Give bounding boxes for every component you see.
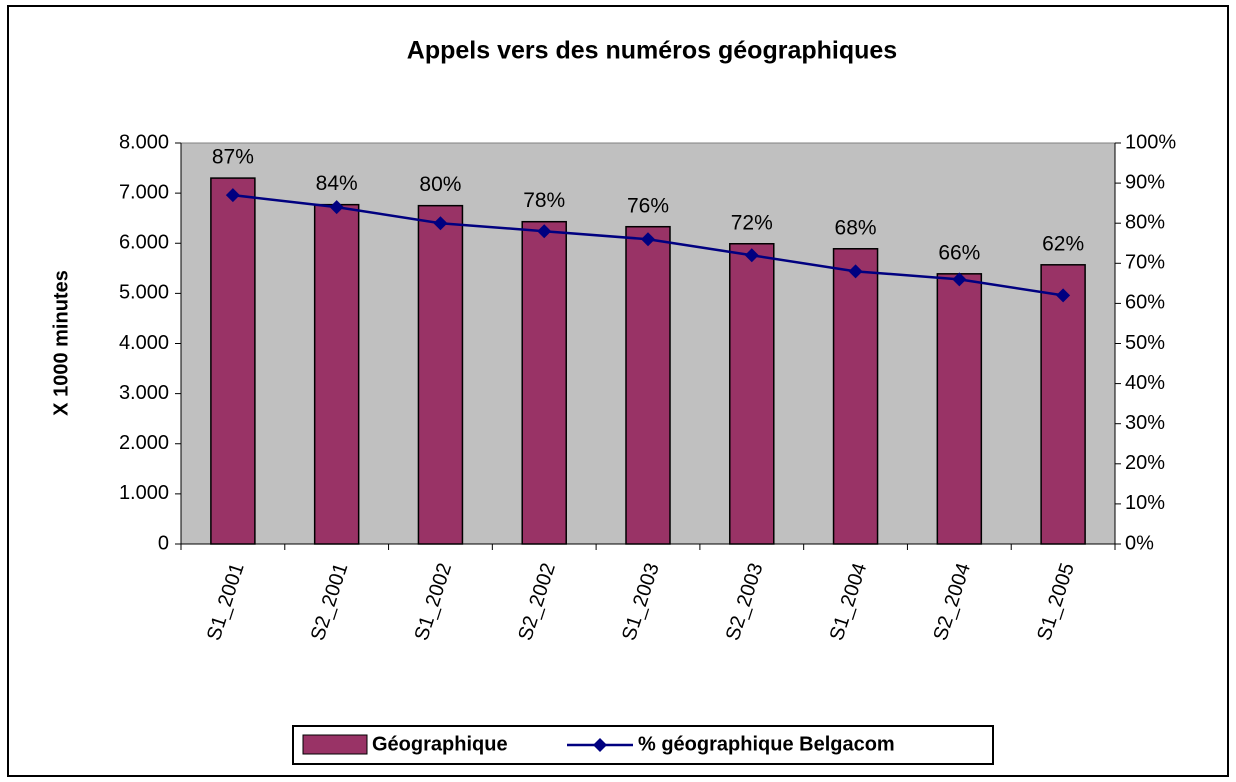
data-label: 72% bbox=[731, 211, 773, 234]
y2-tick-label: 100% bbox=[1125, 131, 1176, 153]
marker bbox=[848, 264, 863, 279]
bar bbox=[832, 248, 879, 545]
legend-marker bbox=[593, 738, 607, 752]
bar bbox=[210, 177, 256, 545]
y-tick-label: 6.000 bbox=[119, 232, 169, 254]
marker bbox=[225, 188, 240, 203]
y2-tick-label: 90% bbox=[1125, 171, 1165, 193]
y2-tick-label: 20% bbox=[1125, 452, 1165, 474]
y-tick-label: 2.000 bbox=[119, 432, 169, 454]
bar bbox=[313, 203, 360, 545]
marker bbox=[744, 248, 759, 263]
marker bbox=[952, 272, 967, 287]
y-tick-label: 0 bbox=[158, 532, 169, 554]
data-label: 76% bbox=[627, 194, 669, 217]
data-label: 80% bbox=[419, 173, 461, 196]
chart-title: Appels vers des numéros géographiques bbox=[407, 37, 897, 65]
y-tick-label: 4.000 bbox=[119, 332, 169, 354]
bar bbox=[936, 273, 983, 545]
y2-tick-label: 10% bbox=[1125, 492, 1165, 514]
y2-tick-label: 80% bbox=[1125, 211, 1165, 233]
y2-tick-label: 30% bbox=[1125, 412, 1165, 434]
y-tick-label: 8.000 bbox=[119, 131, 169, 153]
y-tick-label: 3.000 bbox=[119, 382, 169, 404]
y-tick-label: 7.000 bbox=[119, 181, 169, 203]
y-axis-label: X 1000 minutes bbox=[50, 270, 72, 416]
bar bbox=[729, 243, 775, 545]
marker bbox=[1056, 288, 1071, 303]
data-label: 87% bbox=[212, 146, 254, 169]
data-label: 66% bbox=[938, 241, 980, 264]
legend-swatch bbox=[302, 734, 368, 755]
y-tick-label: 5.000 bbox=[119, 282, 169, 304]
y-tick-label: 1.000 bbox=[119, 482, 169, 504]
legend-box bbox=[292, 725, 994, 765]
data-label: 68% bbox=[835, 216, 877, 239]
bar bbox=[1040, 264, 1086, 545]
y2-tick-label: 70% bbox=[1125, 252, 1165, 274]
legend-label: % géographique Belgacom bbox=[638, 733, 895, 755]
bar bbox=[417, 204, 464, 545]
marker bbox=[641, 232, 655, 247]
y2-tick-label: 0% bbox=[1125, 532, 1154, 554]
y2-tick-label: 50% bbox=[1125, 332, 1165, 354]
legend-label: Géographique bbox=[372, 733, 508, 755]
data-label: 62% bbox=[1042, 232, 1084, 255]
y2-tick-label: 60% bbox=[1125, 292, 1165, 314]
data-label: 84% bbox=[316, 172, 358, 195]
bar bbox=[625, 225, 671, 545]
marker bbox=[537, 224, 552, 239]
marker bbox=[433, 216, 448, 231]
y2-tick-label: 40% bbox=[1125, 372, 1165, 394]
bar bbox=[521, 220, 567, 545]
marker bbox=[329, 200, 344, 215]
data-label: 78% bbox=[523, 189, 565, 212]
